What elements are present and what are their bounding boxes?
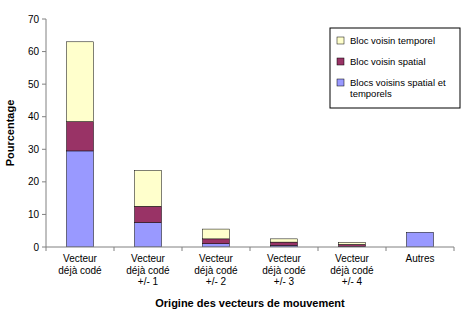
bar — [203, 229, 230, 239]
x-tick-label-line: déjà codé — [194, 265, 238, 276]
x-tick-label-line: Vecteur — [63, 253, 98, 264]
y-tick — [42, 214, 46, 215]
bar — [203, 239, 230, 244]
x-tick-label: Vecteurdéjà codé+/- 3 — [262, 253, 306, 287]
bar — [135, 223, 162, 247]
x-tick-label-line: déjà codé — [126, 265, 170, 276]
legend-swatch — [337, 37, 344, 44]
x-tick — [386, 247, 387, 251]
x-tick — [182, 247, 183, 251]
x-tick-label: Autres — [406, 253, 435, 264]
bar — [339, 244, 366, 246]
bar — [67, 151, 94, 247]
bar — [407, 232, 434, 247]
bar — [271, 239, 298, 242]
y-tick — [42, 247, 46, 248]
legend-label-line: temporels — [350, 88, 392, 99]
x-tick-label-line: Vecteur — [199, 253, 234, 264]
x-tick-label: Vecteurdéjà codé+/- 1 — [126, 253, 170, 287]
y-tick-label: 30 — [28, 144, 40, 155]
legend-box — [330, 28, 460, 108]
x-tick-label-line: Autres — [406, 253, 435, 264]
x-tick-label-line: Vecteur — [335, 253, 370, 264]
y-tick-label: 50 — [28, 79, 40, 90]
legend-swatch — [337, 58, 344, 65]
bar — [135, 170, 162, 206]
y-tick — [42, 19, 46, 20]
legend-label: Bloc voisin spatial — [350, 56, 426, 67]
x-tick-label-line: +/- 4 — [342, 276, 363, 287]
y-tick-label: 60 — [28, 46, 40, 57]
bar — [67, 122, 94, 151]
legend-label: Blocs voisins spatial ettemporels — [350, 77, 446, 99]
bar — [271, 242, 298, 245]
x-tick-label: Vecteurdéjà codé+/- 2 — [194, 253, 238, 287]
x-tick — [318, 247, 319, 251]
x-tick-label-line: +/- 2 — [206, 276, 227, 287]
bar — [407, 232, 434, 233]
y-tick — [42, 149, 46, 150]
y-tick-label: 0 — [33, 242, 39, 253]
y-tick-label: 70 — [28, 14, 40, 25]
x-tick-label-line: +/- 1 — [138, 276, 159, 287]
x-tick-label-line: +/- 3 — [274, 276, 295, 287]
y-axis-title: Pourcentage — [4, 100, 16, 167]
x-tick-label-line: Vecteur — [267, 253, 302, 264]
x-axis-title: Origine des vecteurs de mouvement — [155, 297, 345, 309]
x-tick-label-line: Vecteur — [131, 253, 166, 264]
y-axis — [46, 19, 47, 247]
y-tick-label: 10 — [28, 209, 40, 220]
y-tick-label: 20 — [28, 176, 40, 187]
y-tick — [42, 181, 46, 182]
x-tick — [454, 247, 455, 251]
bar — [67, 42, 94, 122]
x-tick — [250, 247, 251, 251]
bar — [407, 232, 434, 233]
chart: 010203040506070Vecteurdéjà codéVecteurdé… — [0, 0, 469, 314]
legend: Bloc voisin temporel Bloc voisin spatial B… — [330, 28, 460, 108]
y-tick-label: 40 — [28, 111, 40, 122]
x-tick-label-line: déjà codé — [262, 265, 306, 276]
bar — [339, 242, 366, 244]
legend-label-line: Bloc voisin temporel — [350, 35, 435, 46]
x-tick-label: Vecteurdéjà codé — [58, 253, 102, 276]
legend-label-line: Blocs voisins spatial et — [350, 77, 446, 88]
x-tick-label: Vecteurdéjà codé+/- 4 — [330, 253, 374, 287]
x-tick-label-line: déjà codé — [58, 265, 102, 276]
bar — [135, 206, 162, 222]
x-tick — [46, 247, 47, 251]
legend-label-line: Bloc voisin spatial — [350, 56, 426, 67]
x-tick-label-line: déjà codé — [330, 265, 374, 276]
y-tick — [42, 84, 46, 85]
legend-label: Bloc voisin temporel — [350, 35, 435, 46]
x-tick — [114, 247, 115, 251]
y-tick — [42, 116, 46, 117]
y-tick — [42, 51, 46, 52]
legend-swatch — [337, 79, 344, 86]
